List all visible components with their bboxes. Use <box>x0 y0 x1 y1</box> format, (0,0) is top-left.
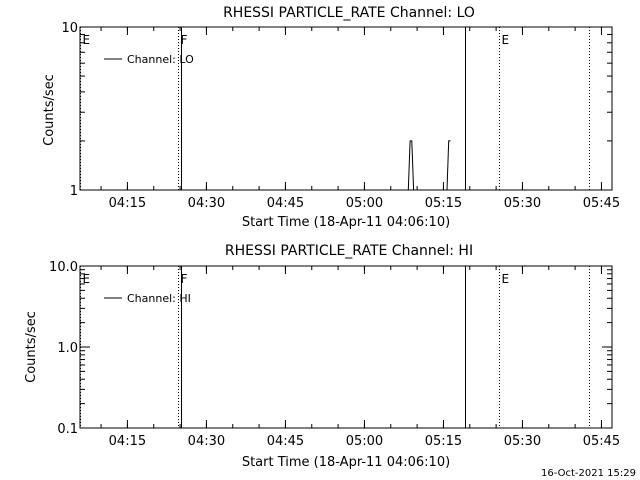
panel-hi: RHESSI PARTICLE_RATE Channel: HI Counts/… <box>24 243 620 470</box>
panel-hi-xlabel: Start Time (18-Apr-11 04:06:10) <box>242 455 450 470</box>
panel-hi-event-marker: E <box>502 272 510 286</box>
panel-hi-ylabel: Counts/sec <box>24 311 39 383</box>
footer-timestamp: 16-Oct-2021 15:29 <box>541 468 636 479</box>
panel-lo-xtick-label: 05:00 <box>346 196 383 211</box>
panel-lo-xtick-label: 05:30 <box>504 196 541 211</box>
panel-hi-plot-frame <box>79 265 613 429</box>
panel-lo-ytick-label: 1 <box>70 184 78 199</box>
panel-lo-plot-frame <box>79 26 613 191</box>
panel-lo-xlabel: Start Time (18-Apr-11 04:06:10) <box>242 215 450 230</box>
panel-lo-series-line <box>446 140 451 191</box>
panel-hi-xtick-label: 04:30 <box>188 434 225 449</box>
panel-lo-xtick-label: 04:15 <box>109 196 146 211</box>
panel-lo-legend-entry: Channel: LO <box>127 53 194 66</box>
panel-hi-xtick-label: 04:15 <box>109 434 146 449</box>
panel-lo: RHESSI PARTICLE_RATE Channel: LO Counts/… <box>42 5 620 230</box>
panel-lo-xtick-label: 05:15 <box>425 196 462 211</box>
panel-hi-ytick-label: 10.0 <box>49 260 78 275</box>
panel-lo-event-marker: E <box>83 33 91 47</box>
panel-hi-xtick-label: 04:45 <box>267 434 304 449</box>
panel-hi-title: RHESSI PARTICLE_RATE Channel: HI <box>225 243 473 259</box>
panel-hi-xtick-label: 05:45 <box>583 434 620 449</box>
panel-lo-xtick-label: 05:45 <box>583 196 620 211</box>
panel-lo-xtick-label: 04:45 <box>267 196 304 211</box>
panel-lo-ylabel: Counts/sec <box>42 74 57 146</box>
panel-lo-xtick-label: 04:30 <box>188 196 225 211</box>
panel-hi-ytick-label: 0.1 <box>57 422 78 437</box>
panel-hi-xtick-label: 05:00 <box>346 434 383 449</box>
panel-lo-series-line <box>407 140 415 191</box>
panel-lo-ytick-label: 10 <box>61 21 78 36</box>
panel-hi-xtick-label: 05:15 <box>425 434 462 449</box>
panel-hi-xtick-label: 05:30 <box>504 434 541 449</box>
panel-hi-legend-entry: Channel: HI <box>127 292 191 305</box>
panel-hi-ytick-label: 1.0 <box>57 341 78 356</box>
panel-hi-event-marker: E <box>83 272 91 286</box>
panel-lo-event-marker: E <box>502 33 510 47</box>
panel-hi-event-marker: F <box>181 272 188 286</box>
panel-lo-event-marker: F <box>181 33 188 47</box>
panel-lo-title: RHESSI PARTICLE_RATE Channel: LO <box>223 5 475 21</box>
